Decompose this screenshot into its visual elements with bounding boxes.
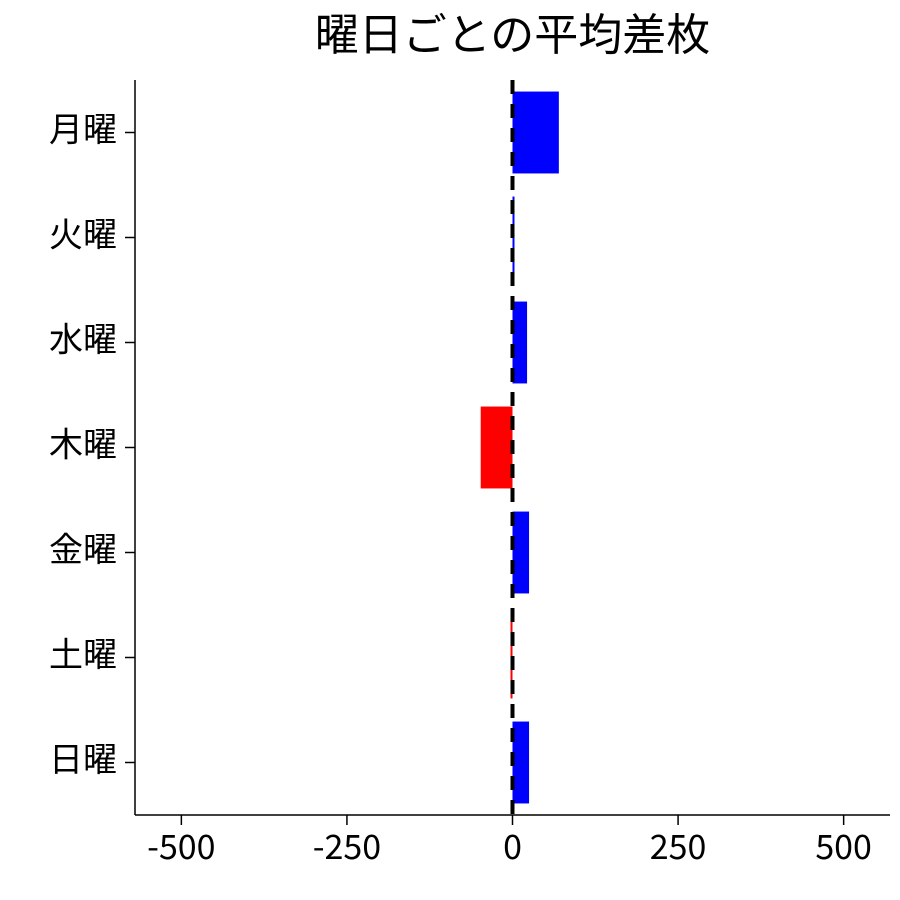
bar-木曜	[481, 407, 513, 489]
y-tick-label: 木曜	[49, 418, 117, 467]
x-tick-label: 500	[815, 820, 872, 869]
y-tick-label: 金曜	[49, 523, 117, 572]
y-tick-label: 火曜	[49, 208, 117, 257]
bar-日曜	[513, 722, 530, 804]
x-axis: -500 -250 0 250 500	[135, 815, 890, 869]
x-tick-label: 250	[650, 820, 707, 869]
bar-水曜	[513, 302, 528, 384]
bar-月曜	[513, 92, 559, 174]
bar-金曜	[513, 512, 530, 594]
x-tick-label: -250	[313, 820, 381, 869]
y-tick-label: 日曜	[49, 733, 117, 782]
chart-title: 曜日ごとの平均差枚	[315, 0, 711, 63]
x-tick-label: -500	[147, 820, 215, 869]
y-tick-label: 土曜	[49, 628, 117, 677]
y-axis: 月曜火曜水曜木曜金曜土曜日曜	[49, 80, 135, 815]
x-tick-label: 0	[503, 820, 522, 869]
y-tick-label: 月曜	[49, 103, 117, 152]
y-tick-label: 水曜	[49, 313, 117, 362]
